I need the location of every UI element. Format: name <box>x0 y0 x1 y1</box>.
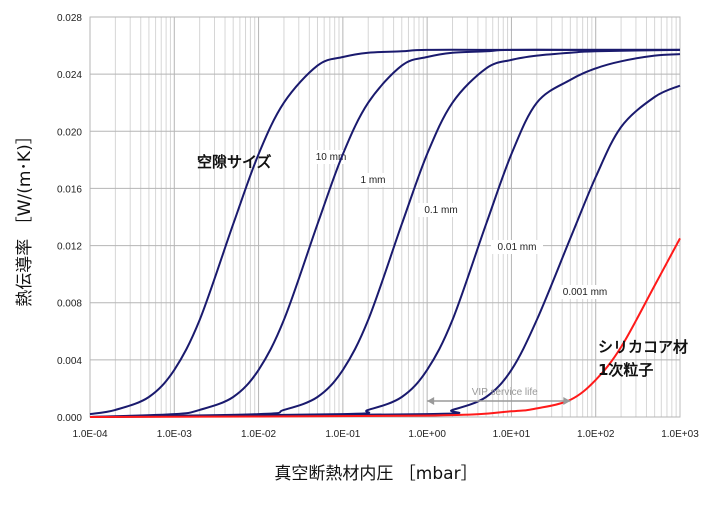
series-label-background <box>556 285 614 299</box>
series-line-silica-core <box>89 237 681 418</box>
vip-service-life-range: VIP service life <box>427 387 571 405</box>
series-layer: 10 mm 1 mm 0.1 mm 0.01 mm 0.001 mm <box>89 48 681 418</box>
silica-core-label-line1: シリカコア材 <box>598 338 688 356</box>
series-line-pore-5 <box>89 84 681 418</box>
pore-size-label: 空隙サイズ <box>197 153 272 171</box>
y-tick-label: 0.000 <box>57 413 82 424</box>
y-tick-label: 0.012 <box>57 242 82 253</box>
y-axis-title: 熱伝導率 ［W/(m･K)］ <box>15 127 35 306</box>
y-tick-label: 0.016 <box>57 184 82 195</box>
x-axis-title: 真空断熱材内圧 ［mbar］ <box>274 464 477 484</box>
x-tick-labels: 1.0E-04 1.0E-03 1.0E-02 1.0E-01 1.0E+00 1.0E+… <box>72 429 699 440</box>
series-label: 0.1 mm <box>424 205 457 216</box>
y-tick-label: 0.024 <box>57 70 82 81</box>
x-tick-label: 1.0E-03 <box>157 429 192 440</box>
x-tick-label: 1.0E+02 <box>577 429 615 440</box>
x-tick-label: 1.0E+03 <box>661 429 699 440</box>
series-label: 0.001 mm <box>563 287 607 298</box>
x-tick-label: 1.0E-01 <box>325 429 360 440</box>
series-label: 1 mm <box>361 175 386 186</box>
silica-core-label-line2: 1次粒子 <box>598 361 653 379</box>
y-tick-label: 0.004 <box>57 356 82 367</box>
series-label: 0.01 mm <box>498 242 537 253</box>
series-line-pore-3 <box>89 48 681 418</box>
series-line-pore-2 <box>89 48 680 418</box>
x-tick-label: 1.0E+01 <box>493 429 531 440</box>
series-label: 10 mm <box>316 152 347 163</box>
plot-area <box>89 16 681 418</box>
x-tick-label: 1.0E-04 <box>72 429 107 440</box>
x-tick-label: 1.0E-02 <box>241 429 276 440</box>
x-tick-label: 1.0E+00 <box>408 429 446 440</box>
y-tick-label: 0.008 <box>57 299 82 310</box>
y-tick-labels: 0.000 0.004 0.008 0.012 0.016 0.020 0.024 0.028 <box>57 13 82 424</box>
series-line-pore-4 <box>89 53 681 418</box>
series-label-background <box>356 173 390 187</box>
vip-arrow-left <box>427 397 435 405</box>
series-label-background <box>491 240 543 254</box>
series-label-background <box>418 203 464 217</box>
y-tick-label: 0.020 <box>57 127 82 138</box>
vip-arrow-right <box>563 397 571 405</box>
y-tick-label: 0.028 <box>57 13 82 24</box>
vip-service-life-label: VIP service life <box>472 387 538 398</box>
